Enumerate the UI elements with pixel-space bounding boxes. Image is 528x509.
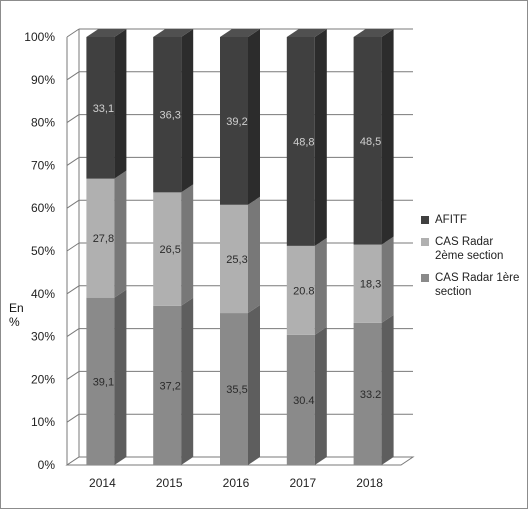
gridline-side: [66, 28, 80, 38]
bar-segment: [353, 244, 382, 323]
bar-segment-side: [248, 305, 260, 465]
data-label: 37,2: [159, 380, 180, 392]
bar-segment-top: [153, 29, 194, 37]
bar-segment: [286, 334, 315, 465]
legend-swatch-afitf: [421, 216, 429, 224]
data-label: 27,8: [93, 233, 114, 245]
data-label: 39,1: [93, 376, 114, 388]
legend-item-cas-radar-1: CAS Radar 1ère section: [421, 271, 521, 299]
legend: AFITF CAS Radar 2ème section CAS Radar 1…: [421, 213, 521, 307]
bar-segment-side: [114, 289, 127, 465]
x-tick-label: 2017: [289, 476, 316, 490]
data-label: 18,3: [360, 279, 381, 291]
y-axis-label: En %: [9, 301, 39, 329]
bar-segment: [86, 178, 115, 298]
y-tick-label: 0%: [38, 458, 56, 472]
y-tick-label: 100%: [24, 30, 55, 44]
bar-segment-top: [353, 29, 394, 37]
bar-segment-side: [381, 29, 394, 245]
bar-segment-side: [381, 314, 394, 465]
y-tick-label: 40%: [31, 287, 55, 301]
bar-segment-top: [86, 29, 127, 37]
bar-segment-side: [181, 184, 194, 306]
data-label: 33.2: [360, 389, 381, 401]
data-label: 33,1: [93, 103, 114, 115]
gridline-side: [66, 370, 80, 380]
x-tick-label: 2014: [89, 476, 116, 490]
data-label: 48,8: [293, 136, 314, 148]
bar-segment: [153, 305, 182, 465]
bar-segment: [86, 37, 115, 179]
bar-segment-side: [314, 237, 327, 335]
x-tick-label: 2018: [356, 476, 383, 490]
bar-segment: [220, 313, 248, 465]
bar-segment-side: [314, 29, 327, 246]
bar-segment: [286, 245, 315, 335]
y-tick-label: 90%: [31, 73, 55, 87]
y-tick-label: 10%: [31, 415, 55, 429]
gridline-side: [66, 156, 80, 166]
gridline-side: [66, 71, 80, 81]
data-label: 25,3: [226, 254, 247, 266]
legend-label-cas-radar-2: CAS Radar 2ème section: [435, 236, 504, 262]
legend-swatch-cas-radar-1: [421, 274, 429, 282]
bar-segment-side: [114, 170, 127, 298]
bar-segment-side: [114, 29, 127, 179]
gridline-side: [66, 114, 80, 124]
y-axis-label-line2: %: [9, 315, 20, 329]
bar-segment-side: [314, 326, 327, 465]
x-tick-label: 2016: [223, 476, 250, 490]
bar-segment: [353, 322, 382, 465]
bar-segment-side: [381, 236, 394, 323]
data-label: 26,5: [159, 244, 180, 256]
gridline-side: [66, 413, 80, 423]
bar-segment-top: [220, 29, 260, 37]
bar-segment: [353, 37, 382, 245]
legend-swatch-cas-radar-2: [421, 238, 429, 246]
y-tick-label: 30%: [31, 330, 55, 344]
y-tick-label: 20%: [31, 372, 55, 386]
x-tick-label: 2015: [156, 476, 183, 490]
gridline-side: [66, 199, 80, 209]
data-label: 20.8: [293, 285, 314, 297]
bar-segment-side: [248, 196, 260, 314]
y-tick-label: 80%: [31, 116, 55, 130]
y-tick-label: 50%: [31, 244, 55, 258]
data-label: 35,5: [226, 384, 247, 396]
bar-segment: [220, 204, 248, 314]
bar-segment: [220, 37, 248, 205]
bar-segment: [86, 297, 115, 465]
bar-segment-side: [181, 29, 194, 193]
y-axis-label-line1: En: [9, 301, 24, 315]
data-label: 36,3: [159, 110, 180, 122]
bar-segment-side: [181, 297, 194, 465]
legend-label-cas-radar-1: CAS Radar 1ère section: [435, 272, 520, 298]
bar-segment-top: [286, 29, 327, 37]
gridline-side: [66, 328, 80, 338]
y-tick-label: 70%: [31, 158, 55, 172]
y-tick-label: 60%: [31, 201, 55, 215]
bar-segment: [153, 192, 182, 306]
data-label: 30.4: [293, 395, 314, 407]
legend-label-afitf: AFITF: [435, 214, 467, 226]
bar-segment: [286, 37, 315, 246]
legend-item-cas-radar-2: CAS Radar 2ème section: [421, 235, 521, 263]
gridline-side: [66, 242, 80, 252]
bar-segment-side: [248, 29, 260, 205]
bar-segment: [153, 37, 182, 193]
data-label: 39,2: [226, 116, 247, 128]
data-label: 48,5: [360, 136, 381, 148]
legend-item-afitf: AFITF: [421, 213, 521, 227]
gridline-side: [66, 285, 80, 295]
